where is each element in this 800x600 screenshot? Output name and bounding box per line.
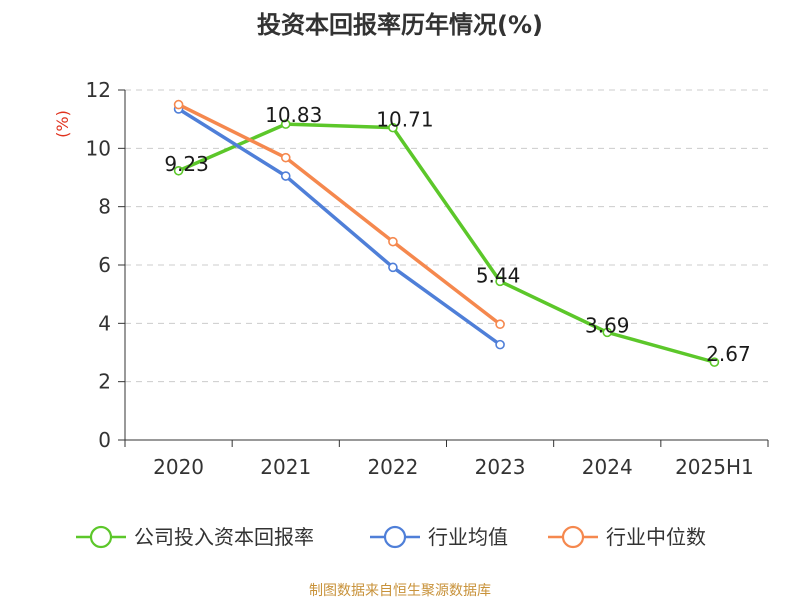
y-tick-label: 6 bbox=[98, 253, 111, 277]
legend-item-0[interactable]: 公司投入资本回报率 bbox=[76, 525, 314, 549]
x-tick-label: 2022 bbox=[367, 455, 418, 479]
legend-item-1[interactable]: 行业均值 bbox=[370, 525, 508, 549]
y-tick-label: 12 bbox=[86, 78, 111, 102]
data-labels: 9.23 10.83 10.71 5.44 3.69 2.67 bbox=[164, 103, 750, 366]
y-tick-label: 2 bbox=[98, 370, 111, 394]
data-point[interactable] bbox=[388, 262, 398, 273]
y-tick-label: 8 bbox=[98, 195, 111, 219]
data-label: 10.83 bbox=[265, 103, 322, 127]
x-tick-label: 2021 bbox=[260, 455, 311, 479]
legend-circle-marker bbox=[89, 525, 113, 549]
x-tick-label: 2023 bbox=[475, 455, 526, 479]
series-line-2 bbox=[176, 102, 502, 326]
data-source-note: 制图数据来自恒生聚源数据库 bbox=[309, 583, 491, 599]
data-point[interactable] bbox=[602, 327, 613, 338]
legend-item-2[interactable]: 行业中位数 bbox=[548, 525, 706, 549]
legend-label: 行业中位数 bbox=[606, 525, 706, 549]
legend-circle-marker bbox=[383, 525, 407, 549]
data-point[interactable] bbox=[280, 171, 291, 181]
data-point[interactable] bbox=[388, 122, 398, 133]
legend[interactable]: 公司投入资本回报率 行业均值 行业中位数 bbox=[76, 525, 706, 549]
y-axis-unit-label: (%) bbox=[53, 110, 72, 138]
x-tick-label: 2020 bbox=[153, 455, 204, 479]
data-label: 2.67 bbox=[706, 342, 751, 366]
data-label: 9.23 bbox=[164, 152, 209, 176]
data-point[interactable] bbox=[280, 152, 291, 163]
data-label: 3.69 bbox=[585, 313, 630, 337]
series-line-1 bbox=[176, 107, 502, 347]
data-point[interactable] bbox=[495, 339, 505, 350]
series-lines bbox=[173, 99, 720, 367]
data-point[interactable] bbox=[495, 319, 505, 330]
axes: 0 2 4 6 8 10 12 2020 2021 2022 2023 2024 2025H1 bbox=[86, 78, 769, 479]
legend-circle-marker bbox=[561, 525, 585, 549]
series-line-0 bbox=[176, 122, 717, 364]
legend-label: 行业均值 bbox=[428, 525, 508, 549]
y-tick-label: 4 bbox=[98, 311, 111, 335]
x-tick-label: 2024 bbox=[582, 455, 633, 479]
data-point[interactable] bbox=[173, 165, 184, 176]
y-tick-label: 10 bbox=[86, 136, 111, 160]
x-tick-label: 2025H1 bbox=[675, 455, 754, 479]
data-point[interactable] bbox=[709, 357, 720, 367]
y-tick-label: 0 bbox=[98, 428, 111, 452]
data-point[interactable] bbox=[495, 276, 505, 287]
legend-label: 公司投入资本回报率 bbox=[134, 525, 314, 549]
data-point[interactable] bbox=[280, 119, 291, 129]
data-point[interactable] bbox=[388, 236, 398, 247]
data-label: 10.71 bbox=[376, 108, 433, 132]
chart-title: 投资本回报率历年情况(%) bbox=[257, 11, 543, 39]
data-label: 5.44 bbox=[476, 263, 521, 287]
data-point[interactable] bbox=[173, 99, 184, 110]
